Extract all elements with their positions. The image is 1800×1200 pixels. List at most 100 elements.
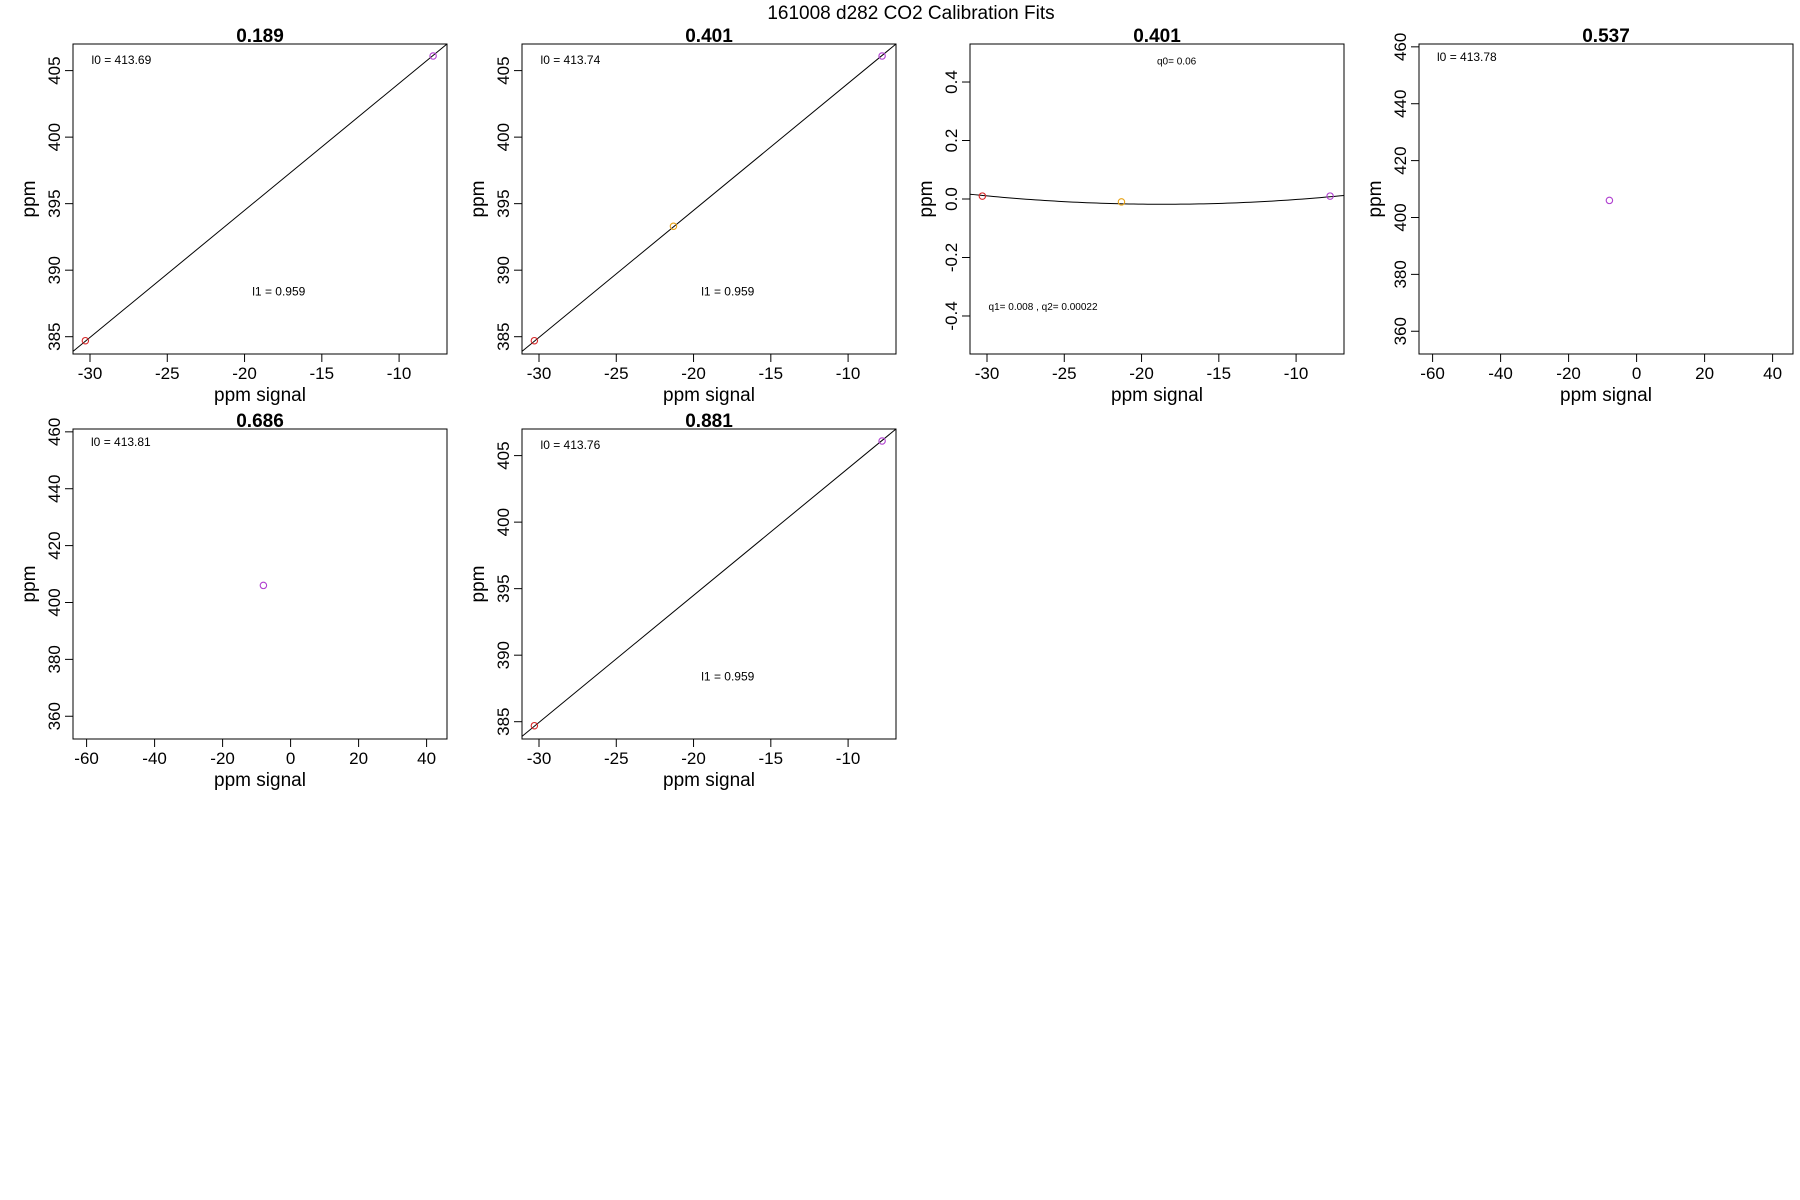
x-tick-label: -20 xyxy=(1556,364,1581,383)
fit-annotation: l0 = 413.78 xyxy=(1437,50,1497,64)
fit-line xyxy=(73,44,447,352)
y-tick-label: 405 xyxy=(494,441,513,469)
y-tick-label: 400 xyxy=(45,123,64,151)
y-tick-label: 390 xyxy=(494,641,513,669)
x-tick-label: -20 xyxy=(681,364,706,383)
y-tick-label: 360 xyxy=(45,702,64,730)
y-tick-label: 420 xyxy=(1391,146,1410,174)
y-tick-label: 0.0 xyxy=(942,187,961,211)
x-tick-label: -25 xyxy=(155,364,180,383)
x-tick-label: -60 xyxy=(1420,364,1445,383)
y-tick-label: 420 xyxy=(45,531,64,559)
data-point-purple xyxy=(429,52,437,60)
figure-title: 161008 d282 CO2 Calibration Fits xyxy=(767,3,1054,24)
y-tick-label: -0.4 xyxy=(942,301,961,330)
x-tick-label: -30 xyxy=(527,749,552,768)
data-point-purple xyxy=(259,581,268,590)
y-tick-label: 440 xyxy=(45,475,64,503)
panel-4: 0.537 -60 -40 -20 0 20 40 360 380 400 420 440 460 ppm… xyxy=(1365,26,1794,406)
fit-annotation: l1 = 0.959 xyxy=(701,284,754,298)
x-tick-label: -10 xyxy=(836,364,861,383)
fit-annotation: q0= 0.06 xyxy=(1157,56,1197,67)
fit-annotation: l1 = 0.959 xyxy=(701,669,754,683)
fit-line xyxy=(970,193,1344,205)
x-tick-label: 40 xyxy=(417,749,436,768)
y-tick-label: 360 xyxy=(1391,317,1410,345)
x-tick-label: -15 xyxy=(310,364,335,383)
x-tick-label: -15 xyxy=(759,364,784,383)
x-tick-label: 0 xyxy=(1632,364,1641,383)
panel-2: 0.401 -30 -25 -20 -15 -10 385 390 395 400 405 ppm s… xyxy=(468,26,897,406)
x-tick-label: 0 xyxy=(286,749,295,768)
plot-frame xyxy=(1418,43,1794,355)
y-tick-label: 385 xyxy=(45,323,64,351)
x-tick-label: -10 xyxy=(1284,364,1309,383)
y-tick-label: 405 xyxy=(45,56,64,84)
data-point-red xyxy=(530,336,539,345)
y-tick-label: 385 xyxy=(494,708,513,736)
data-point-orange xyxy=(1117,198,1126,206)
data-point-purple xyxy=(878,437,886,445)
fit-line xyxy=(522,429,896,737)
y-tick-label: 395 xyxy=(45,189,64,217)
fit-annotation: l1 = 0.959 xyxy=(252,284,305,298)
panel-1: 0.189 -30 -25 -20 -15 -10 385 390 395 400 405 ppm s… xyxy=(19,26,448,406)
x-tick-label: -25 xyxy=(604,364,629,383)
data-point-red xyxy=(530,721,539,730)
y-axis-label: ppm xyxy=(468,566,489,603)
panel-title: 0.189 xyxy=(236,26,284,47)
panel-title: 0.537 xyxy=(1582,26,1630,47)
plot-frame xyxy=(72,428,448,740)
x-tick-label: -40 xyxy=(1488,364,1513,383)
x-axis-label: ppm signal xyxy=(663,385,755,406)
panel-title: 0.686 xyxy=(236,411,284,432)
x-tick-label: -25 xyxy=(604,749,629,768)
x-tick-label: -15 xyxy=(759,749,784,768)
plot-frame xyxy=(72,43,448,355)
panel-title: 0.401 xyxy=(685,26,733,47)
fit-annotation: l0 = 413.74 xyxy=(541,53,601,67)
y-tick-label: 395 xyxy=(494,574,513,602)
fit-annotation: q1= 0.008 , q2= 0.00022 xyxy=(989,302,1098,313)
x-tick-label: -15 xyxy=(1207,364,1232,383)
x-axis-label: ppm signal xyxy=(663,770,755,791)
y-tick-label: 460 xyxy=(45,418,64,446)
x-axis-label: ppm signal xyxy=(1560,385,1652,406)
panel-title: 0.881 xyxy=(685,411,733,432)
plot-frame xyxy=(521,43,897,355)
fit-line xyxy=(522,44,896,352)
y-tick-label: 395 xyxy=(494,189,513,217)
x-tick-label: 40 xyxy=(1763,364,1782,383)
fit-annotation: l0 = 413.76 xyxy=(541,438,601,452)
y-tick-label: 380 xyxy=(1391,260,1410,288)
data-point-orange xyxy=(669,222,678,231)
y-tick-label: 440 xyxy=(1391,90,1410,118)
y-axis-label: ppm xyxy=(468,181,489,218)
panel-title: 0.401 xyxy=(1133,26,1181,47)
data-point-purple xyxy=(878,52,886,60)
y-tick-label: 385 xyxy=(494,323,513,351)
y-tick-label: 400 xyxy=(45,588,64,616)
plot-frame xyxy=(521,428,897,740)
x-tick-label: -30 xyxy=(78,364,103,383)
y-tick-label: 460 xyxy=(1391,33,1410,61)
data-point-purple xyxy=(1605,196,1614,205)
x-tick-label: -20 xyxy=(1129,364,1154,383)
x-tick-label: -30 xyxy=(975,364,1000,383)
y-tick-label: 390 xyxy=(45,256,64,284)
fit-annotation: l0 = 413.81 xyxy=(91,435,151,449)
x-tick-label: -10 xyxy=(836,749,861,768)
y-axis-label: ppm xyxy=(916,181,937,218)
x-tick-label: -25 xyxy=(1052,364,1077,383)
x-tick-label: -40 xyxy=(142,749,167,768)
panel-5: 0.686 -60 -40 -20 0 20 40 360 380 400 420 440 460 ppm… xyxy=(19,411,448,791)
x-axis-label: ppm signal xyxy=(214,770,306,791)
y-tick-label: 405 xyxy=(494,56,513,84)
x-tick-label: -60 xyxy=(74,749,99,768)
y-tick-label: 0.2 xyxy=(942,129,961,153)
data-point-red xyxy=(978,192,987,200)
y-axis-label: ppm xyxy=(19,181,40,218)
data-point-purple xyxy=(1326,192,1334,200)
x-tick-label: -20 xyxy=(210,749,235,768)
